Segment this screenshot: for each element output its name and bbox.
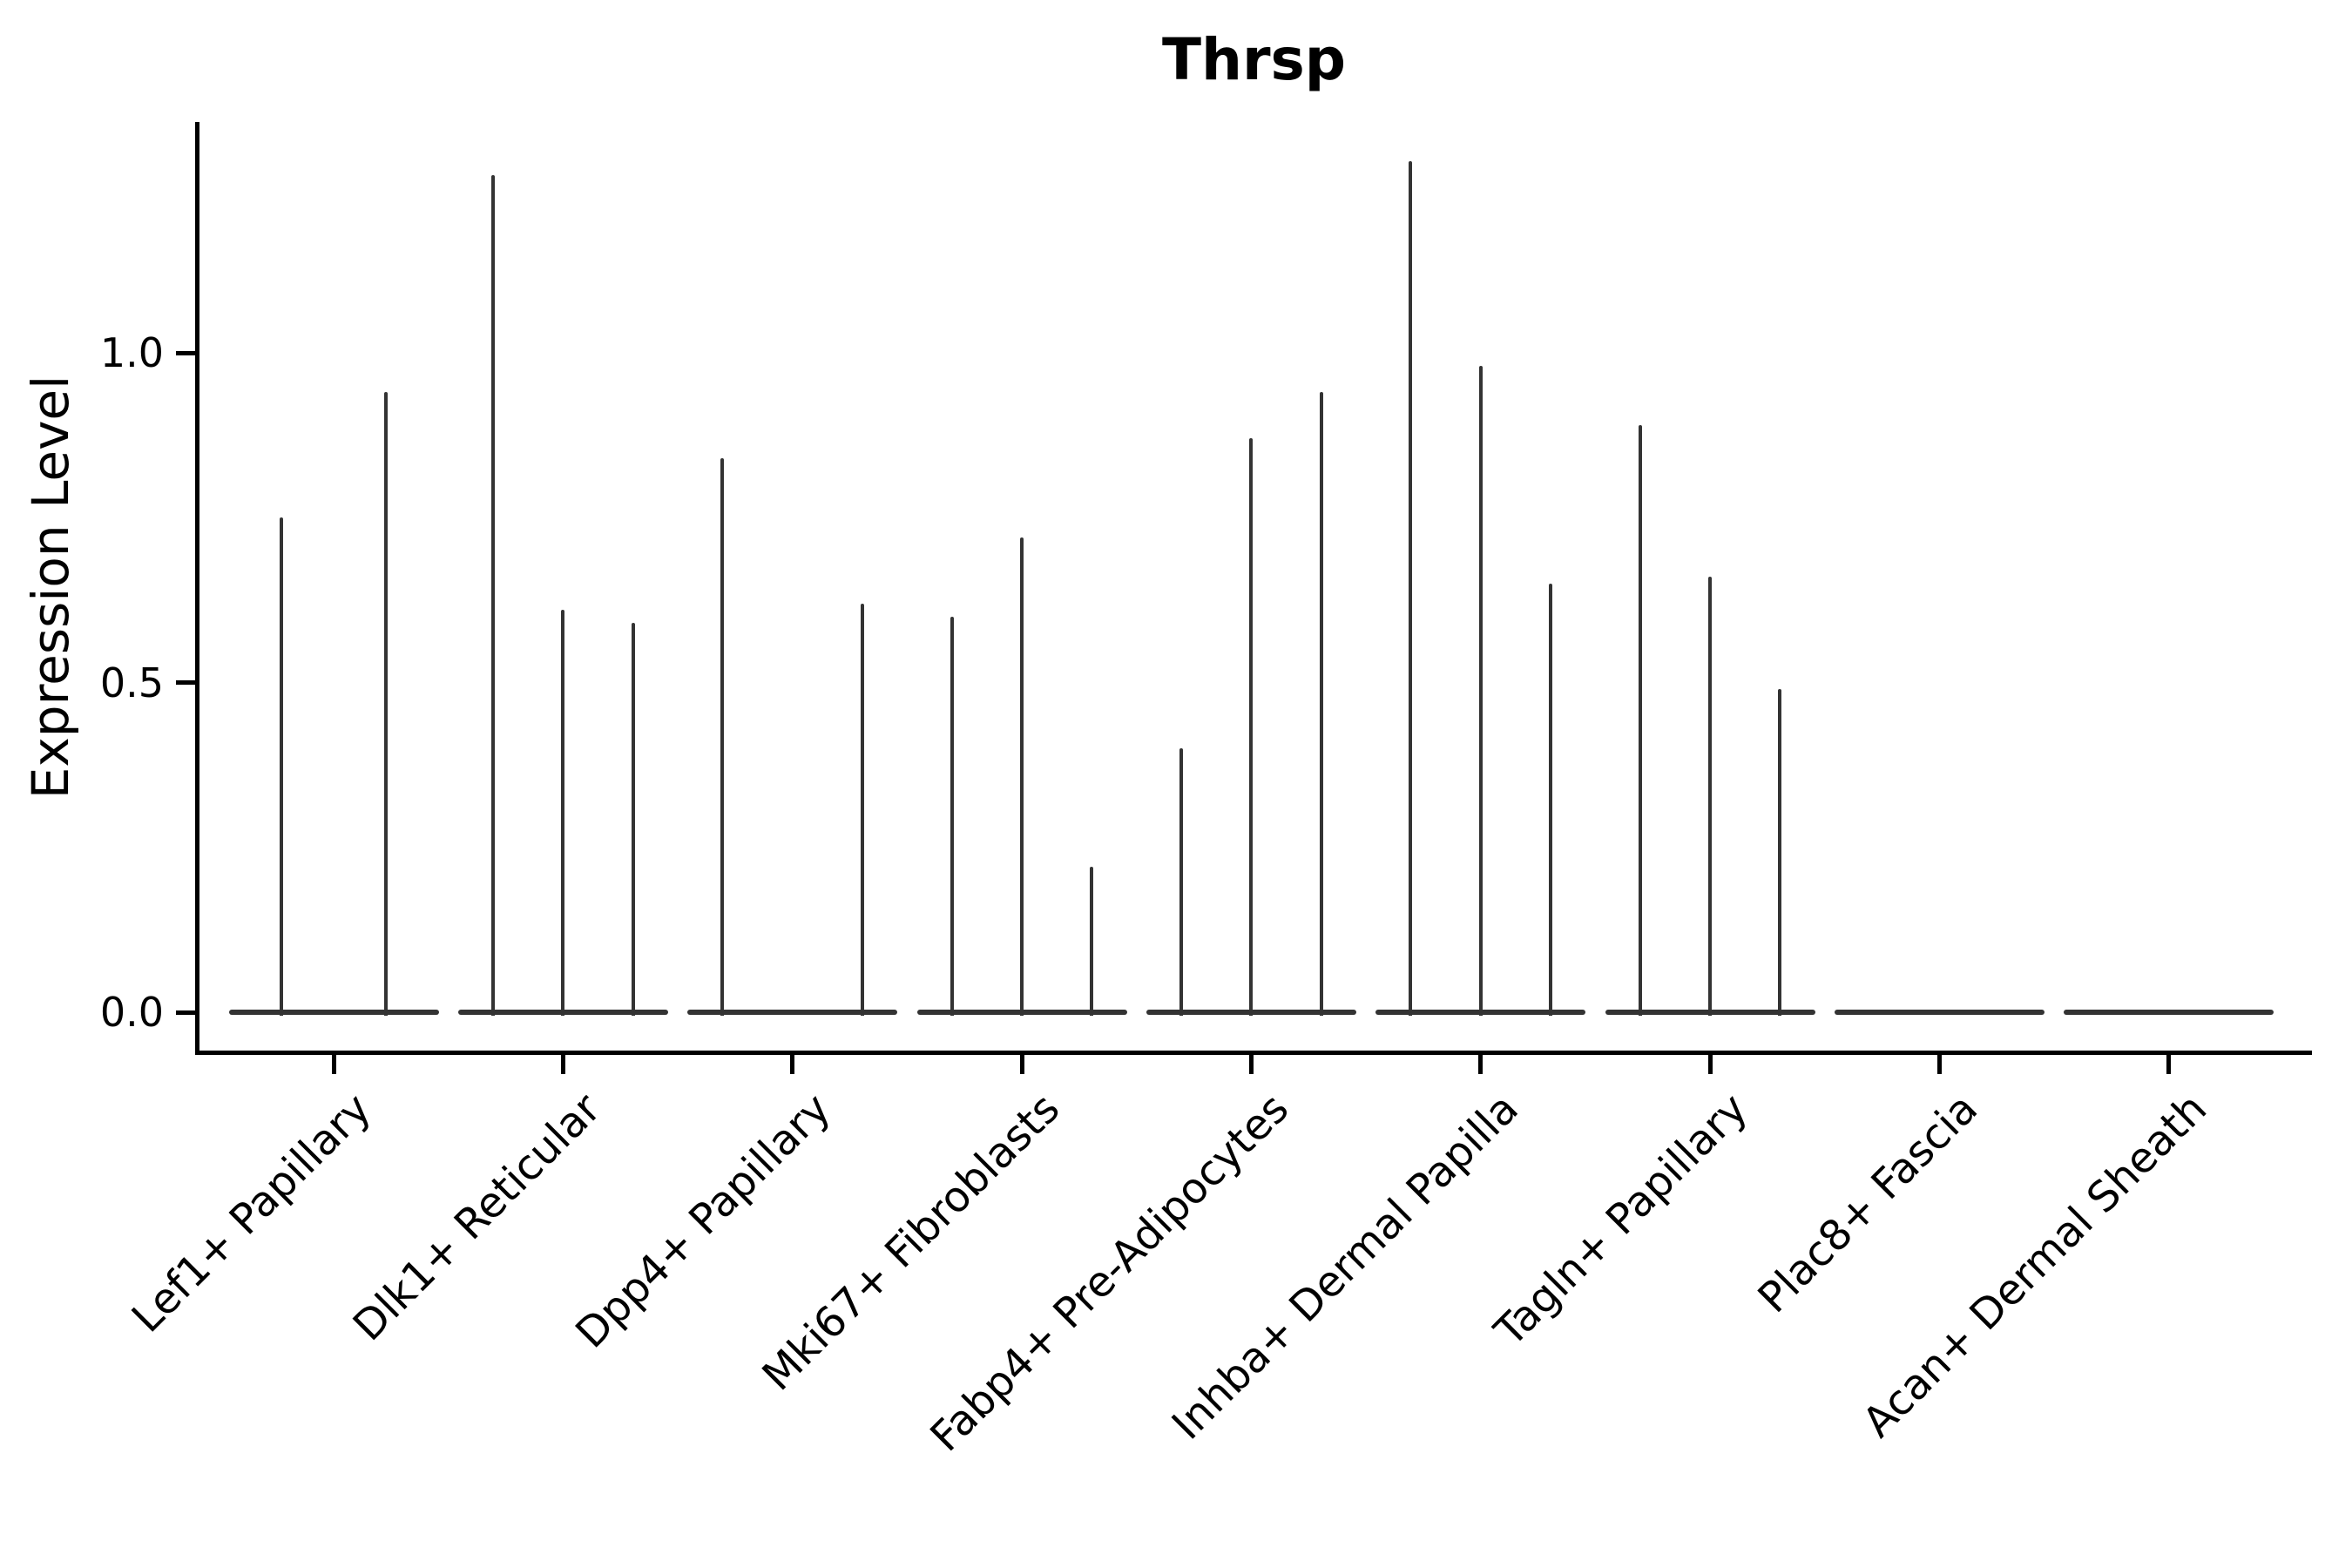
violin-spike (1090, 867, 1094, 1016)
violin-baseline (228, 1010, 439, 1015)
y-axis-spine (195, 122, 199, 1055)
violin-spike (1478, 366, 1483, 1016)
violin-spike (631, 623, 635, 1016)
violin-spike (279, 517, 283, 1016)
y-tick-label: 0.0 (99, 989, 164, 1036)
violin-spike (1249, 438, 1254, 1016)
violin-baseline (1834, 1010, 2044, 1015)
x-tick-label: Tagln+ Papillary (1485, 1084, 1758, 1356)
violin-baseline (687, 1010, 898, 1015)
y-tick-mark (176, 350, 197, 355)
violin-spike (1020, 537, 1024, 1016)
violin-spike (1638, 425, 1642, 1016)
violin-spike (1179, 748, 1184, 1016)
x-tick-label: Lef1+ Papillary (123, 1084, 382, 1342)
x-tick-label: Dpp4+ Papillary (565, 1084, 840, 1358)
violin-spike (1409, 161, 1413, 1016)
violin-spike (950, 616, 954, 1016)
violin-spike (1319, 392, 1323, 1016)
chart-title: Thrsp (1161, 26, 1347, 93)
y-tick-mark (176, 1010, 197, 1015)
violin-spike (720, 458, 725, 1016)
violin-spike (491, 174, 496, 1016)
y-tick-label: 0.5 (99, 659, 164, 706)
x-tick-label: Dlk1+ Reticular (343, 1084, 611, 1351)
x-tick-mark (790, 1053, 795, 1074)
x-tick-mark (1019, 1053, 1024, 1074)
x-tick-mark (1936, 1053, 1942, 1074)
violin-spike (384, 392, 389, 1016)
y-tick-label: 1.0 (99, 329, 164, 376)
x-tick-label: Plac8+ Fascia (1748, 1084, 1987, 1323)
x-tick-mark (2166, 1053, 2172, 1074)
violin-spike (1549, 583, 1553, 1016)
x-tick-mark (1707, 1053, 1713, 1074)
x-tick-mark (560, 1053, 565, 1074)
violin-spike (1778, 689, 1782, 1016)
violin-spike (1708, 577, 1713, 1016)
x-tick-mark (1248, 1053, 1254, 1074)
x-axis-spine (195, 1051, 2312, 1055)
x-tick-mark (331, 1053, 336, 1074)
x-tick-mark (1478, 1053, 1484, 1074)
violin-baseline (2064, 1010, 2274, 1015)
violin-spike (561, 610, 565, 1016)
y-tick-mark (176, 680, 197, 685)
violin-spike (861, 603, 865, 1016)
